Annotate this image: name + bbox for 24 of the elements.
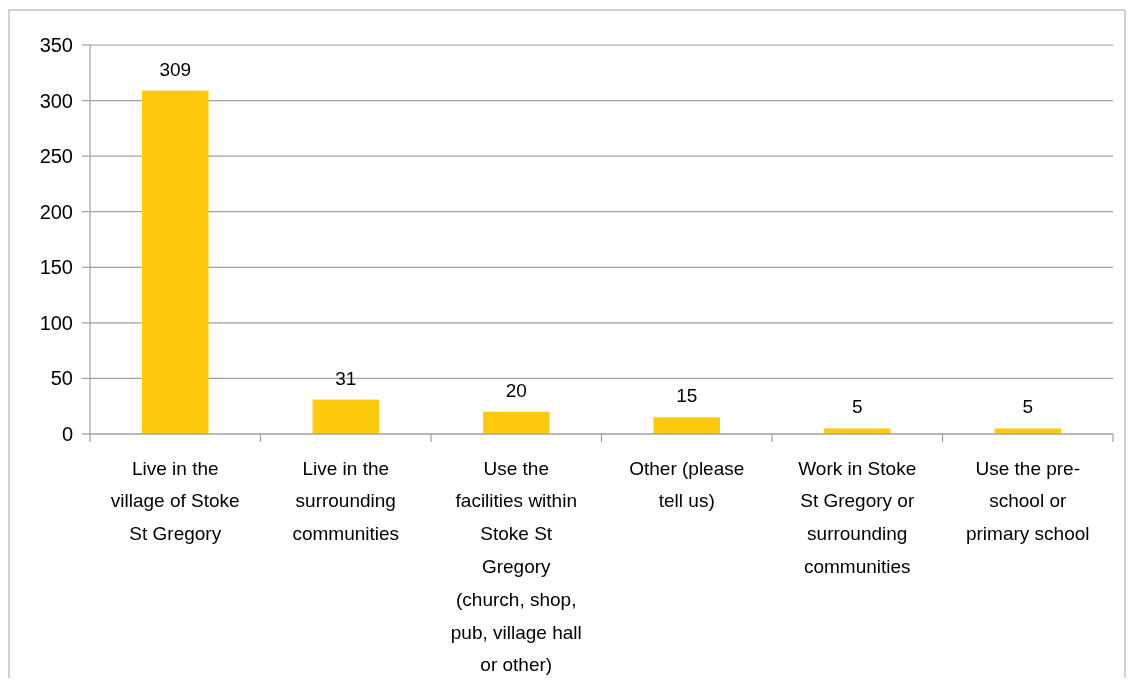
y-tick-label: 300 — [39, 89, 73, 112]
bar — [312, 399, 379, 434]
data-label: 5 — [1022, 396, 1034, 418]
y-tick-label: 0 — [61, 423, 73, 445]
data-label: 309 — [159, 58, 192, 80]
y-tick-label: 250 — [39, 145, 73, 168]
data-label: 5 — [851, 396, 863, 418]
y-tick-label: 200 — [39, 200, 73, 223]
y-tick-label: 100 — [39, 311, 73, 334]
bar — [653, 417, 720, 434]
x-tick-label: Live in the village of Stoke St Gregory — [110, 457, 240, 545]
x-tick-label: Use the pre-school or primary school — [965, 457, 1090, 545]
x-tick-label: Other (please tell us) — [629, 457, 745, 512]
x-tick-label: Work in Stoke St Gregory or surrounding communities — [798, 457, 917, 577]
data-label: 15 — [676, 385, 698, 407]
y-tick-label: 50 — [50, 367, 73, 390]
y-tick-label: 350 — [39, 34, 73, 56]
data-label: 31 — [335, 367, 357, 389]
x-tick-label: Live in the surrounding communities — [292, 457, 400, 545]
bar — [483, 411, 550, 434]
x-tick-label: Use the facilities within Stoke St Gregory (church, shop, pub, village hall or other) — [450, 457, 582, 676]
data-label: 20 — [505, 379, 527, 401]
y-tick-label: 150 — [39, 256, 73, 279]
bar — [142, 90, 209, 434]
